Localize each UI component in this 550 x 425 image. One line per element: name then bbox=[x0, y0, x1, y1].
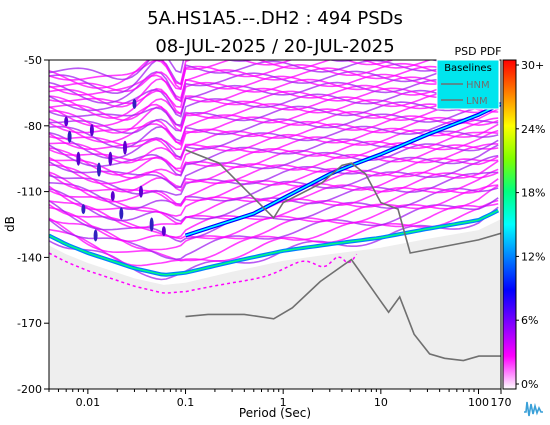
x-axis: 0.01 0.1 1 10 100 170 bbox=[48, 389, 512, 409]
no-data-region bbox=[49, 219, 501, 389]
colorbar-tick-label: 12% bbox=[521, 250, 545, 263]
psd-trace bbox=[49, 171, 499, 223]
psd-outlier bbox=[138, 185, 143, 198]
psd-trace bbox=[49, 94, 499, 135]
y-tick-label: -50 bbox=[24, 54, 42, 67]
x-axis-label: Period (Sec) bbox=[239, 406, 311, 420]
x-tick-label: 0.1 bbox=[177, 396, 195, 409]
psd-trace bbox=[49, 105, 499, 147]
psd-trace bbox=[49, 144, 499, 192]
y-tick-label: -170 bbox=[17, 317, 42, 330]
colorbar-tick-label: 24% bbox=[521, 123, 545, 136]
psd-outlier bbox=[132, 98, 137, 109]
legend-entry-lnm: LNM bbox=[466, 96, 488, 107]
noise-model-hnm bbox=[185, 149, 501, 254]
legend-title: Baselines bbox=[444, 63, 492, 74]
psd-trace bbox=[49, 123, 499, 170]
psd-trace bbox=[49, 68, 499, 104]
station-logo-icon bbox=[522, 398, 544, 418]
colorbar-tick-label: 6% bbox=[521, 314, 538, 327]
psd-trace bbox=[49, 81, 499, 119]
x-tick-label: 100 bbox=[468, 396, 489, 409]
plot-frame bbox=[48, 59, 502, 390]
y-tick-label: -110 bbox=[17, 186, 42, 199]
y-axis-label: dB bbox=[3, 216, 17, 232]
psd-trace bbox=[49, 143, 499, 193]
psd-trace bbox=[49, 144, 499, 196]
y-axis: -50 -80 -110 -140 -170 -200 bbox=[17, 54, 49, 396]
psd-trace bbox=[49, 60, 459, 81]
psd-outlier bbox=[149, 217, 154, 232]
psd-trace bbox=[49, 139, 499, 189]
psd-outlier bbox=[93, 229, 98, 242]
x-tick-label: 0.01 bbox=[76, 396, 101, 409]
x-tick-label: 10 bbox=[374, 396, 388, 409]
y-tick-label: -200 bbox=[17, 383, 42, 396]
psd-trace-sparse bbox=[49, 252, 358, 294]
psd-outlier bbox=[110, 190, 115, 201]
psd-trace bbox=[49, 199, 499, 267]
y-tick-label: -80 bbox=[24, 120, 42, 133]
psd-outlier bbox=[64, 116, 69, 127]
psd-density-cloud bbox=[49, 60, 499, 294]
psd-outlier bbox=[108, 151, 113, 166]
chart-title-line1: 5A.HS1A5.--.DH2 : 494 PSDs bbox=[147, 8, 403, 29]
noise-model-lines bbox=[185, 149, 501, 362]
colorbar bbox=[502, 59, 517, 390]
psd-trace bbox=[49, 94, 499, 134]
psd-trace bbox=[49, 131, 499, 176]
psd-trace bbox=[49, 203, 499, 262]
colorbar-tick-label: 30+ bbox=[521, 59, 544, 72]
colorbar-title: PSD PDF bbox=[454, 45, 501, 58]
legend-entry-hnm: HNM bbox=[466, 80, 490, 91]
legend: Baselines HNM LNM bbox=[436, 59, 500, 110]
psd-outlier bbox=[67, 130, 72, 143]
psd-outlier bbox=[96, 162, 101, 177]
psd-trace bbox=[49, 155, 499, 207]
x-tick-label: 170 bbox=[491, 396, 512, 409]
psd-outlier bbox=[161, 226, 166, 237]
psd-outlier bbox=[119, 207, 124, 220]
colorbar-tick-label: 0% bbox=[521, 378, 538, 391]
psd-trace bbox=[49, 118, 499, 160]
psd-trace bbox=[49, 60, 496, 86]
psd-outlier bbox=[76, 151, 81, 166]
psd-outlier bbox=[89, 124, 94, 137]
psd-trace bbox=[49, 60, 499, 95]
y-tick-label: -140 bbox=[17, 251, 42, 264]
colorbar-ticks: 30+ 24% 18% 12% 6% 0% bbox=[516, 59, 545, 391]
psd-trace bbox=[49, 158, 499, 207]
chart-title-line2: 08-JUL-2025 / 20-JUL-2025 bbox=[155, 36, 394, 57]
mode-ridge-inner bbox=[49, 209, 499, 276]
noise-model-lnm bbox=[185, 258, 501, 362]
x-tick-label: 1 bbox=[280, 396, 287, 409]
psd-outlier bbox=[122, 140, 127, 155]
psd-trace bbox=[49, 103, 499, 144]
psd-trace bbox=[49, 129, 499, 179]
psd-outlier bbox=[81, 204, 86, 215]
colorbar-tick-label: 18% bbox=[521, 187, 545, 200]
